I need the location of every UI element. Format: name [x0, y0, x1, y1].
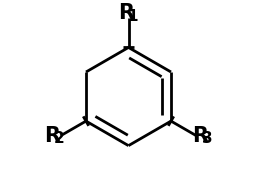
Text: R: R [118, 3, 134, 23]
Text: R: R [44, 126, 60, 146]
Text: 1: 1 [128, 9, 138, 24]
Text: 2: 2 [54, 131, 64, 146]
Text: 3: 3 [202, 131, 213, 146]
Text: R: R [192, 126, 208, 146]
